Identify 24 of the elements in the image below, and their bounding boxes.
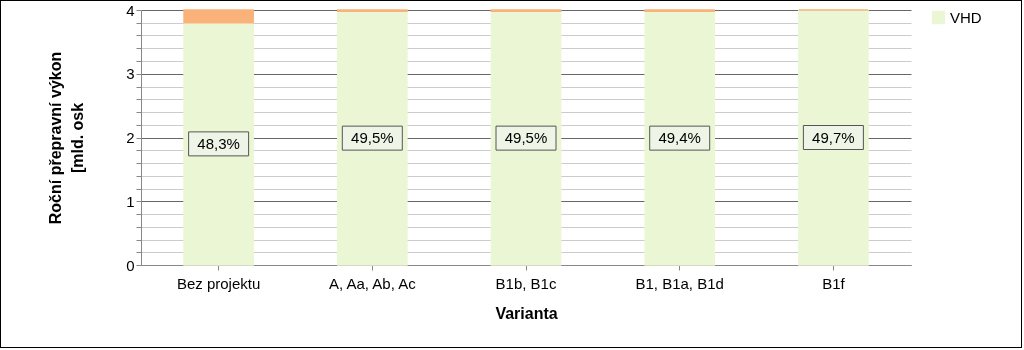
x-tick-label: B1, B1a, B1d [635,274,724,292]
y-tick-label: 2 [126,129,135,146]
bar [183,22,254,266]
annotation: 49,4% [658,129,701,147]
x-tick-label: B1f [822,274,846,292]
y-tick-label: 4 [126,1,135,19]
y-axis-title: Roční přepravní výkon [mld. osk [47,51,87,225]
annotation: 49,7% [812,128,855,146]
x-axis-title: Varianta [495,304,558,322]
legend-label: VHD [950,8,982,26]
annotation: 48,3% [197,134,240,152]
bar [798,9,869,266]
bar [490,10,562,266]
bar [336,10,408,266]
x-tick-label: Bez projektu [176,274,261,292]
y-tick-label: 1 [126,192,135,210]
annotation: 49,5% [504,129,548,147]
bar [644,10,716,266]
bar [183,9,254,24]
annotation: 49,5% [351,129,394,147]
x-tick-label: A, Aa, Ab, Ac [328,274,417,292]
y-tick-label: 0 [126,256,135,274]
y-tick-label: 3 [126,65,135,83]
x-tick-label: B1b, B1c [495,274,557,292]
